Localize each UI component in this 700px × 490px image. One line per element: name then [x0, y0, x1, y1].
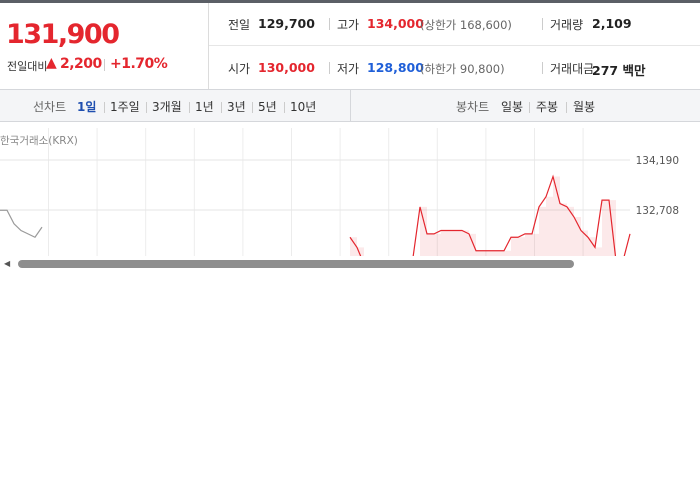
scroll-left[interactable]: ◀: [4, 259, 11, 268]
divider: [284, 102, 285, 113]
tab-option[interactable]: 일봉: [501, 100, 524, 114]
stat-label: 시가: [228, 62, 251, 76]
change: 2,200: [60, 56, 102, 72]
price-limit: (상한가 168,600): [420, 18, 512, 32]
stat-label: 저가: [337, 62, 360, 76]
divider: [104, 59, 105, 71]
stat-label: 거래량: [550, 18, 584, 32]
y-tick-label: 132,708: [636, 205, 679, 217]
stat-label: 전일: [228, 18, 251, 32]
stat-value: 277 백만: [592, 63, 646, 78]
stat-label: 고가: [337, 18, 360, 32]
stat-value: 134,000: [367, 16, 424, 31]
stat-label: 거래대금: [550, 62, 595, 76]
stat-value: 2,109: [592, 16, 632, 31]
y-tick-label: 134,190: [636, 155, 679, 167]
current-price: 131,900: [6, 19, 120, 50]
divider: [566, 102, 567, 113]
divider: [329, 18, 330, 30]
tab-option[interactable]: 1일: [77, 100, 97, 114]
divider: [329, 62, 330, 74]
tab-option[interactable]: 주봉: [536, 100, 559, 114]
divider: [542, 62, 543, 74]
divider: [146, 102, 147, 113]
up-arrow: ▲: [46, 55, 57, 71]
tab-option[interactable]: 1년: [195, 100, 214, 114]
stock-widget: 131,900 전일대비 ▲ 2,200 +1.70% 전일 129,700 고가 1…: [0, 0, 700, 268]
divider: [104, 102, 105, 113]
price-line: [349, 174, 631, 256]
area: [350, 176, 630, 256]
divider: [221, 102, 222, 113]
stat-value: 128,800: [367, 60, 424, 75]
tab-group-label: 봉차트: [456, 100, 490, 114]
scrollbar-thumb[interactable]: [18, 260, 574, 268]
tab-option[interactable]: 10년: [290, 100, 317, 114]
divider: [350, 90, 351, 121]
divider: [209, 45, 700, 46]
source: 한국거래소(KRX): [0, 135, 78, 147]
tab-option[interactable]: 3년: [227, 100, 246, 114]
divider: [189, 102, 190, 113]
change-rate: +1.70%: [110, 56, 168, 72]
tab-option[interactable]: 월봉: [573, 100, 596, 114]
price-line: [0, 209, 43, 239]
divider: [252, 102, 253, 113]
chart: 134,190 132,708: [0, 128, 679, 256]
divider: [542, 18, 543, 30]
tab-option[interactable]: 5년: [258, 100, 277, 114]
tab-option[interactable]: 3개월: [152, 100, 182, 114]
divider: [208, 3, 209, 89]
stat-value: 129,700: [258, 16, 315, 31]
tab-option[interactable]: 1주일: [110, 100, 140, 114]
stat-value: 130,000: [258, 60, 315, 75]
change-label: 전일대비: [7, 60, 48, 73]
price-limit: (하한가 90,800): [420, 62, 505, 76]
divider: [529, 102, 530, 113]
tab-group-label: 선차트: [33, 100, 67, 114]
